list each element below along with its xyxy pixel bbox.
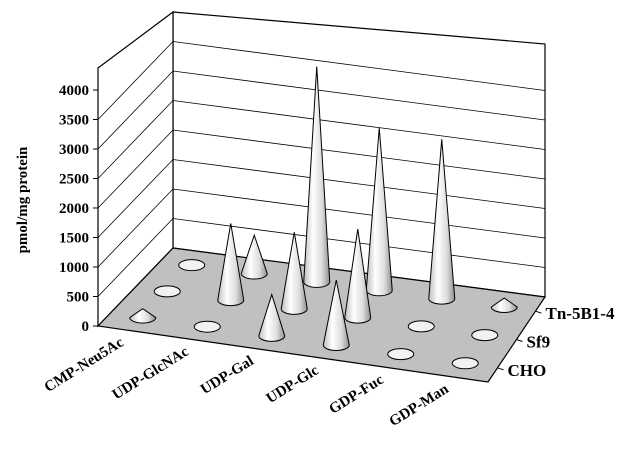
- cone-mark: [387, 348, 415, 361]
- cone-body: [428, 139, 456, 305]
- cone-base: [471, 329, 499, 342]
- category-label: UDP-Glc: [264, 362, 322, 407]
- gridlines: [97, 41, 546, 297]
- cone-body: [344, 229, 372, 324]
- cone-body: [303, 66, 331, 288]
- cone-mark: [322, 279, 350, 351]
- cone-body: [129, 308, 157, 324]
- cone-mark: [240, 233, 268, 280]
- cone-mark: [303, 66, 331, 288]
- category-label: UDP-Gal: [198, 353, 257, 398]
- cone-mark: [153, 285, 181, 298]
- cone-mark: [193, 320, 221, 333]
- gridline: [97, 129, 546, 209]
- cone-mark: [129, 308, 157, 324]
- cone-body: [217, 223, 245, 307]
- cone-body: [240, 233, 268, 280]
- cone-body: [280, 232, 308, 315]
- cone-mark: [258, 292, 286, 342]
- gridline: [97, 100, 546, 179]
- cone-mark: [407, 320, 435, 333]
- y-tick-label: 500: [67, 290, 90, 306]
- cone-base: [387, 348, 415, 361]
- cones: [129, 66, 518, 370]
- cone-mark: [178, 259, 206, 272]
- y-axis-title: pmol/mg protein: [15, 146, 31, 253]
- category-label: GDP-Fuc: [327, 372, 387, 418]
- cone-base: [407, 320, 435, 333]
- cone-mark: [344, 229, 372, 324]
- series-tick: [535, 310, 542, 314]
- series-label: Tn-5B1-4: [546, 304, 615, 323]
- gridline: [97, 70, 546, 150]
- cone-mark: [280, 232, 308, 315]
- series-tick: [516, 339, 523, 342]
- series-label: CHO: [508, 361, 547, 380]
- gridline: [97, 41, 546, 120]
- gridline: [97, 159, 546, 238]
- cone-mark: [428, 139, 456, 305]
- y-tick-label: 1000: [59, 260, 89, 276]
- cone-mark: [451, 357, 479, 370]
- category-label: UDP-GlcNAc: [110, 344, 192, 404]
- series-label: Sf9: [527, 333, 551, 352]
- gridline: [97, 188, 546, 268]
- cone-body: [322, 279, 350, 351]
- y-tick-label: 0: [82, 319, 90, 335]
- cone-body: [258, 292, 286, 342]
- cone-base: [178, 259, 206, 272]
- y-tick-label: 2500: [59, 172, 89, 188]
- series-labels: CHO Sf9 Tn-5B1-4: [497, 304, 615, 380]
- gridline: [97, 218, 546, 297]
- y-axis-ticks: 0 500 1000 1500 2000 2500 3000 3500 4000: [59, 83, 98, 335]
- cone-base: [153, 285, 181, 298]
- y-tick-label: 2000: [59, 201, 89, 217]
- cone-base: [451, 357, 479, 370]
- y-tick-label: 3500: [59, 113, 89, 129]
- y-tick-label: 4000: [59, 83, 89, 99]
- category-label: GDP-Man: [387, 381, 453, 430]
- cone-mark: [217, 223, 245, 307]
- floor: [96, 247, 547, 383]
- cone-mark: [490, 297, 518, 313]
- y-tick-label: 1500: [59, 231, 89, 247]
- series-tick: [497, 367, 504, 371]
- y-tick-label: 3000: [59, 142, 89, 158]
- cone-body: [490, 297, 518, 313]
- cone-base: [193, 320, 221, 333]
- cone-mark: [471, 329, 499, 342]
